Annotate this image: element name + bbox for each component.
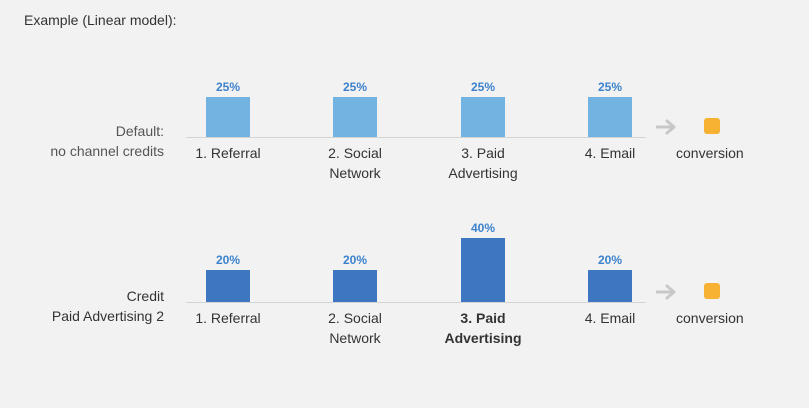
channel-name-line1: 1. Referral <box>195 145 261 161</box>
channel-name: 2. Social Network <box>300 143 410 183</box>
channel-bar <box>461 238 505 302</box>
channel-percent-label: 25% <box>215 80 241 94</box>
channel-percent-label: 20% <box>342 253 368 267</box>
conversion-square-icon <box>704 118 720 134</box>
row-label-line1: Credit <box>126 288 164 304</box>
channel-name-line1: 4. Email <box>584 310 636 326</box>
channel-percent-label: 25% <box>597 80 623 94</box>
channel-name-line1: 3. Paid <box>461 145 505 161</box>
channel-name: 3. Paid Advertising <box>428 143 538 183</box>
baseline <box>186 137 646 138</box>
channel-name-line2: Advertising <box>444 330 522 346</box>
conversion-label: conversion <box>676 145 744 161</box>
channel-name-line2: Advertising <box>448 165 518 181</box>
row-label-line1: Default: <box>115 123 164 139</box>
channel-name-line1: 2. Social <box>328 145 382 161</box>
arrow-right-icon <box>655 284 678 300</box>
channel-bar <box>206 97 250 137</box>
channel-name-line1: 4. Email <box>584 145 636 161</box>
channel-bar <box>206 270 250 302</box>
channel-bar <box>333 97 377 137</box>
channel-name-line1: 3. Paid <box>460 310 506 326</box>
channel-bar <box>333 270 377 302</box>
channel-percent-label: 20% <box>215 253 241 267</box>
channel-percent-label: 20% <box>597 253 623 267</box>
row-label-line2: Paid Advertising 2 <box>51 308 164 324</box>
channel-name: 4. Email <box>555 143 665 163</box>
channel-name-line2: Network <box>329 330 381 346</box>
channel-bar <box>588 270 632 302</box>
baseline <box>186 302 646 303</box>
channel-percent-label: 25% <box>470 80 496 94</box>
conversion-square-icon <box>704 283 720 299</box>
channel-name: 1. Referral <box>173 143 283 163</box>
channel-name: 2. Social Network <box>300 308 410 348</box>
channel-name: 3. Paid Advertising <box>428 308 538 348</box>
channel-percent-label: 25% <box>342 80 368 94</box>
arrow-right-icon <box>655 119 678 135</box>
channel-name: 1. Referral <box>173 308 283 328</box>
row-label: Credit Paid Advertising 2 <box>24 286 164 326</box>
channel-name-line1: 2. Social <box>328 310 382 326</box>
channel-name-line2: Network <box>329 165 381 181</box>
channel-bar <box>461 97 505 137</box>
channel-name-line1: 1. Referral <box>195 310 261 326</box>
channel-bar <box>588 97 632 137</box>
row-label: Default: no channel credits <box>24 121 164 161</box>
channel-name: 4. Email <box>555 308 665 328</box>
row-label-line2: no channel credits <box>50 143 164 159</box>
diagram-heading: Example (Linear model): <box>24 12 177 28</box>
conversion-label: conversion <box>676 310 744 326</box>
channel-percent-label: 40% <box>470 221 496 235</box>
